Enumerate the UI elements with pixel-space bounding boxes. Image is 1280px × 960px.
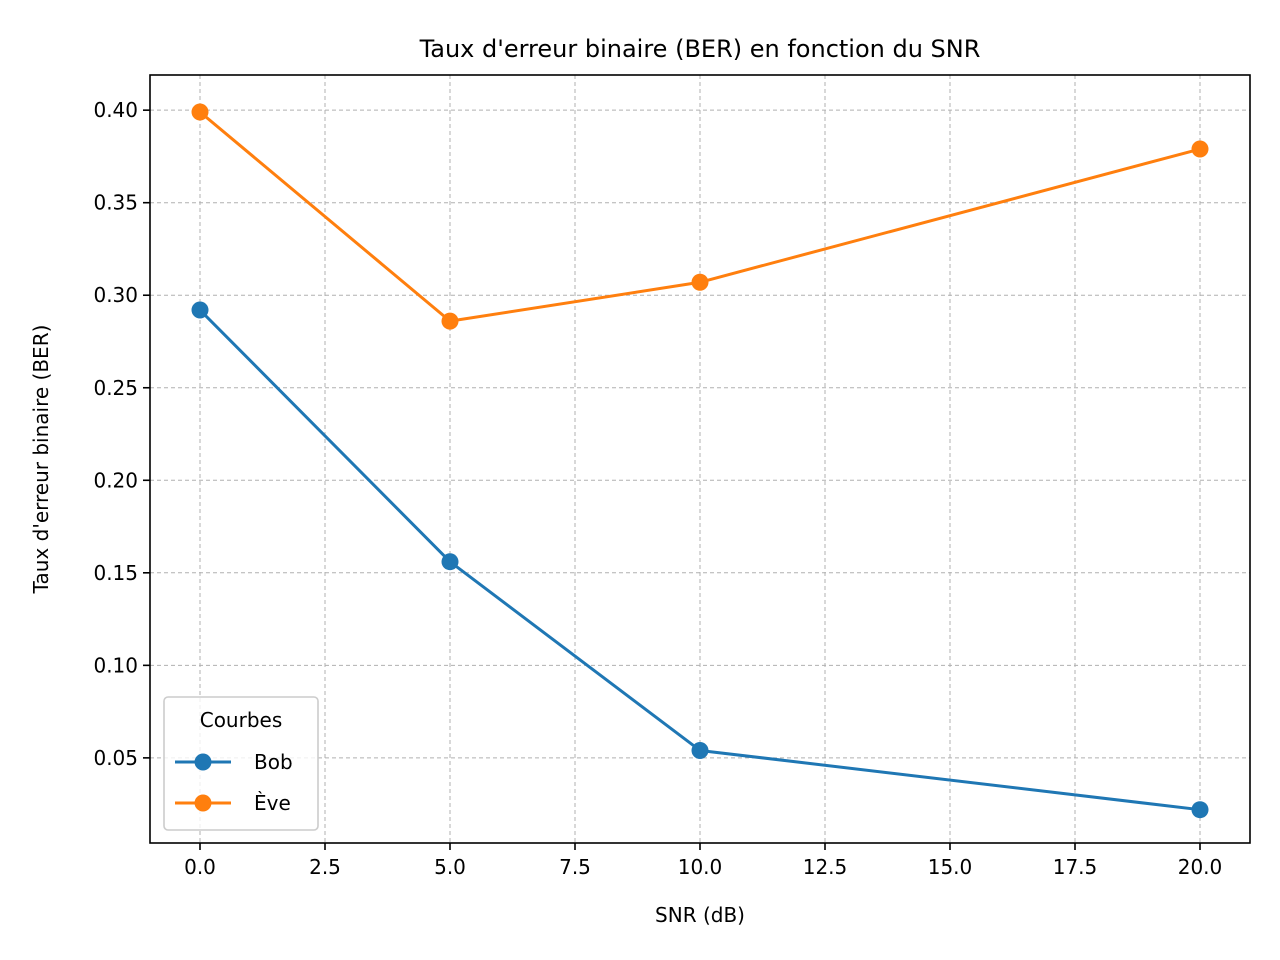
legend-marker-eve — [194, 794, 212, 812]
x-tick-label: 7.5 — [559, 855, 591, 879]
x-tick-label: 17.5 — [1053, 855, 1098, 879]
y-axis-title: Taux d'erreur binaire (BER) — [29, 325, 53, 595]
x-tick-label: 2.5 — [309, 855, 341, 879]
legend-entry-eve: Ève — [175, 791, 291, 815]
y-tick-label: 0.25 — [93, 376, 138, 400]
data-point-eve — [691, 273, 709, 291]
y-tick-label: 0.15 — [93, 561, 138, 585]
data-point-bob — [191, 301, 209, 319]
legend-title: Courbes — [200, 708, 283, 732]
y-tick-label: 0.40 — [93, 98, 138, 122]
x-tick-label: 12.5 — [803, 855, 848, 879]
y-tick-label: 0.30 — [93, 283, 138, 307]
series-line-eve — [199, 110, 1201, 323]
series-bob — [191, 301, 1209, 819]
data-point-bob — [441, 553, 459, 571]
chart-title: Taux d'erreur binaire (BER) en fonction … — [419, 35, 981, 63]
data-point-bob — [1191, 801, 1209, 819]
x-tick-label: 5.0 — [434, 855, 466, 879]
x-tick-label: 0.0 — [184, 855, 216, 879]
x-tick-label: 15.0 — [928, 855, 973, 879]
x-tick-label: 20.0 — [1178, 855, 1223, 879]
series-eve — [191, 103, 1209, 330]
x-axis: 0.0 2.5 5.0 7.5 10.0 12.5 15.0 17.5 20.0 — [184, 843, 1222, 879]
legend-entry-bob: Bob — [175, 750, 293, 774]
grid — [150, 75, 1250, 843]
series-layer — [191, 103, 1209, 819]
legend-label-eve: Ève — [254, 791, 291, 815]
data-point-eve — [191, 103, 209, 121]
legend-label-bob: Bob — [254, 750, 293, 774]
legend-marker-bob — [194, 753, 212, 771]
legend-entries: Bob Ève — [175, 750, 293, 815]
x-axis-title: SNR (dB) — [655, 903, 745, 927]
y-tick-label: 0.20 — [93, 468, 138, 492]
legend: Courbes Bob Ève — [163, 696, 319, 831]
data-point-bob — [691, 741, 709, 759]
y-tick-label: 0.05 — [93, 746, 138, 770]
y-tick-label: 0.35 — [93, 191, 138, 215]
series-line-bob — [198, 308, 1201, 812]
y-tick-label: 0.10 — [93, 653, 138, 677]
x-tick-label: 10.0 — [678, 855, 723, 879]
data-point-eve — [441, 312, 459, 330]
data-point-eve — [1191, 140, 1209, 158]
y-axis: 0.05 0.10 0.15 0.20 0.25 0.30 0.35 0.40 — [93, 98, 150, 770]
